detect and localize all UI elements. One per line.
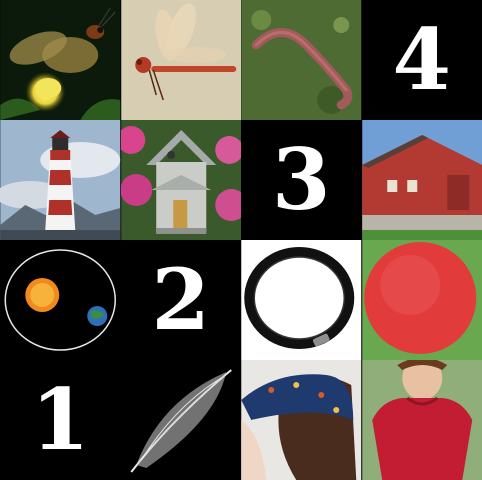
firefly-tile[interactable]: [0, 0, 121, 120]
red-ball-tile[interactable]: [361, 240, 482, 360]
bandana-icon: [241, 360, 362, 480]
lighthouse-icon: [0, 120, 121, 240]
red-tshirt-icon: [361, 360, 482, 480]
firefly-icon: [0, 0, 121, 120]
feather-tile[interactable]: [120, 360, 241, 480]
birdhouse-icon: [120, 120, 241, 240]
number-tile-3[interactable]: 3: [241, 120, 362, 240]
earthworm-icon: [241, 0, 362, 120]
number-tile-1[interactable]: 1: [0, 360, 121, 480]
dragonfly-icon: [120, 0, 241, 120]
number-tile-2[interactable]: 2: [120, 240, 241, 360]
number-tile-4[interactable]: 4: [361, 0, 482, 120]
red-tshirt-tile[interactable]: [361, 360, 482, 480]
number-label: 2: [151, 250, 210, 349]
earth-orbit-sun-tile[interactable]: [0, 240, 121, 360]
dragonfly-tile[interactable]: [120, 0, 242, 120]
number-label: 1: [31, 370, 90, 469]
earth-orbit-sun-icon: [0, 240, 121, 360]
feather-icon: [120, 360, 241, 480]
hair-tie-icon: [241, 240, 362, 360]
earthworm-tile[interactable]: [241, 0, 362, 120]
red-barn-icon: [361, 120, 482, 240]
bandana-tile[interactable]: [241, 360, 362, 480]
number-label: 3: [272, 130, 331, 229]
red-barn-tile[interactable]: [361, 120, 482, 240]
red-ball-icon: [361, 240, 482, 360]
number-label: 4: [392, 10, 451, 109]
birdhouse-tile[interactable]: [120, 120, 241, 240]
lighthouse-tile[interactable]: [0, 120, 121, 240]
hair-tie-tile[interactable]: [241, 240, 362, 360]
